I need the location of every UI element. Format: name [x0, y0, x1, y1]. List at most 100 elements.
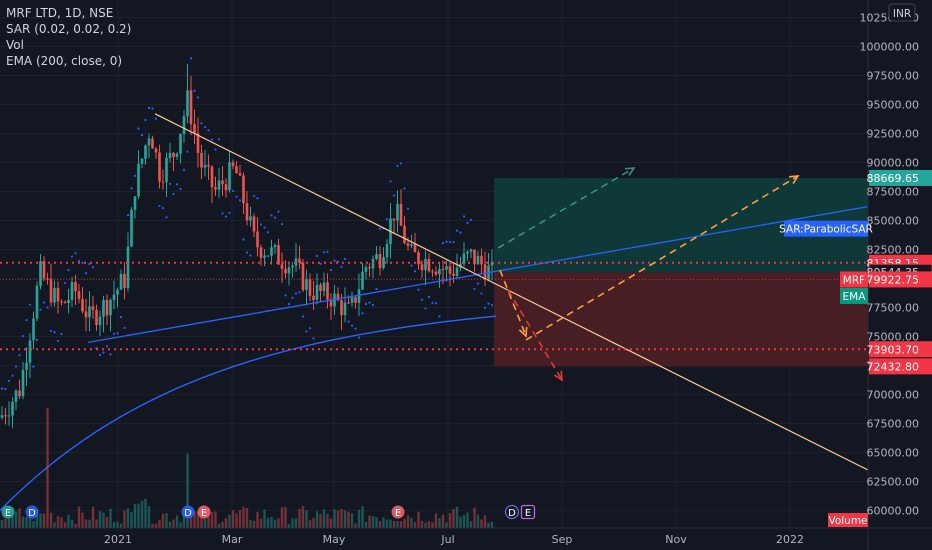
legend-vol[interactable]: Vol: [6, 38, 24, 52]
sar-dot: [70, 255, 74, 258]
candle-body: [235, 166, 238, 174]
sar-dot: [424, 307, 427, 310]
candle-body: [427, 259, 431, 272]
candle-body: [56, 288, 60, 302]
volume-bar: [448, 513, 452, 528]
candle-body: [25, 362, 28, 370]
sar-dot: [273, 216, 277, 219]
volume-bar: [480, 519, 483, 528]
candle-body: [14, 390, 18, 402]
candle-body: [431, 271, 434, 273]
candle-body: [35, 285, 39, 319]
volume-bar: [406, 515, 410, 528]
candle-body: [98, 316, 102, 326]
sar-dot: [350, 324, 354, 327]
sar-dot: [280, 222, 284, 226]
time-tick-label: May: [323, 533, 346, 546]
sar-dot: [441, 241, 445, 245]
candle-body: [462, 253, 466, 264]
symbol-tag-text: MRF: [843, 274, 865, 286]
legend-sar[interactable]: SAR (0.02, 0.02, 0.2): [6, 22, 132, 36]
candle-body: [7, 415, 11, 417]
sar-dot: [399, 162, 403, 165]
candle-body: [256, 231, 259, 248]
volume-bar: [32, 520, 35, 528]
candle-body: [270, 247, 273, 256]
sar-dot: [18, 354, 21, 357]
price-label-bg: [869, 271, 932, 288]
candle-body: [326, 282, 329, 300]
volume-bar: [417, 511, 420, 528]
sar-dot: [354, 327, 357, 330]
volume-bar: [161, 513, 165, 528]
volume-bar: [224, 518, 228, 528]
volume-bar: [182, 515, 186, 528]
candle-body: [420, 264, 424, 271]
sar-dot: [469, 218, 473, 222]
volume-bar: [186, 453, 189, 528]
volume-bar: [189, 513, 193, 528]
legend-ema[interactable]: EMA (200, close, 0): [6, 54, 123, 68]
sar-dot: [343, 257, 347, 261]
sar-dot: [361, 312, 364, 315]
sar-dot: [448, 240, 452, 244]
sar-dot: [126, 213, 130, 217]
candle-body: [70, 282, 74, 300]
volume-bar: [81, 512, 84, 528]
sar-dot: [214, 148, 217, 151]
currency-badge-bg: [888, 3, 916, 22]
volume-bar: [259, 518, 263, 528]
event-marker-label: E: [525, 508, 531, 519]
volume-bar: [291, 518, 294, 528]
volume-bar: [308, 520, 312, 528]
candle-body: [368, 267, 371, 269]
volume-bar: [49, 512, 53, 528]
candle-body: [42, 261, 46, 279]
volume-bar: [193, 511, 196, 528]
sar-dot: [175, 183, 179, 186]
candle-body: [77, 291, 81, 300]
volume-bar: [249, 519, 252, 528]
sar-dot: [231, 189, 235, 193]
ema-label-text: EMA: [843, 291, 867, 303]
volume-bar: [392, 521, 396, 528]
candle-body: [221, 180, 224, 185]
volume-bar: [35, 509, 39, 528]
candle-body: [116, 289, 119, 295]
candle-body: [396, 204, 399, 221]
volume-bar: [350, 513, 354, 528]
volume-bar: [242, 506, 245, 528]
sar-dot: [0, 387, 4, 390]
volume-bar: [361, 506, 364, 528]
volume-bar: [326, 513, 329, 528]
candle-body: [179, 133, 182, 154]
candle-body: [469, 249, 473, 252]
volume-bar: [483, 515, 487, 528]
candle-body: [455, 267, 459, 276]
sar-dot: [42, 301, 46, 304]
sar-dot: [473, 287, 476, 291]
volume-bar: [42, 513, 46, 528]
sar-dot: [487, 302, 490, 305]
price-tick-label: 92500.00: [867, 128, 920, 141]
candle-body: [147, 138, 151, 146]
sar-dot: [98, 353, 102, 357]
volume-bar: [399, 520, 403, 528]
sar-dot: [109, 353, 112, 356]
candle-body: [343, 302, 347, 316]
sar-dot: [56, 339, 60, 343]
downtrend-line: [154, 113, 869, 471]
sar-dot: [102, 351, 105, 354]
candle-body: [161, 181, 165, 183]
event-marker-label: E: [395, 508, 401, 519]
volume-bar: [256, 511, 259, 528]
candle-body: [378, 253, 382, 269]
sar-dot: [333, 259, 336, 262]
candle-body: [319, 284, 322, 292]
candle-body: [350, 297, 354, 303]
candle-body: [410, 244, 413, 246]
sar-dot: [270, 214, 273, 217]
volume-bar: [217, 523, 221, 528]
